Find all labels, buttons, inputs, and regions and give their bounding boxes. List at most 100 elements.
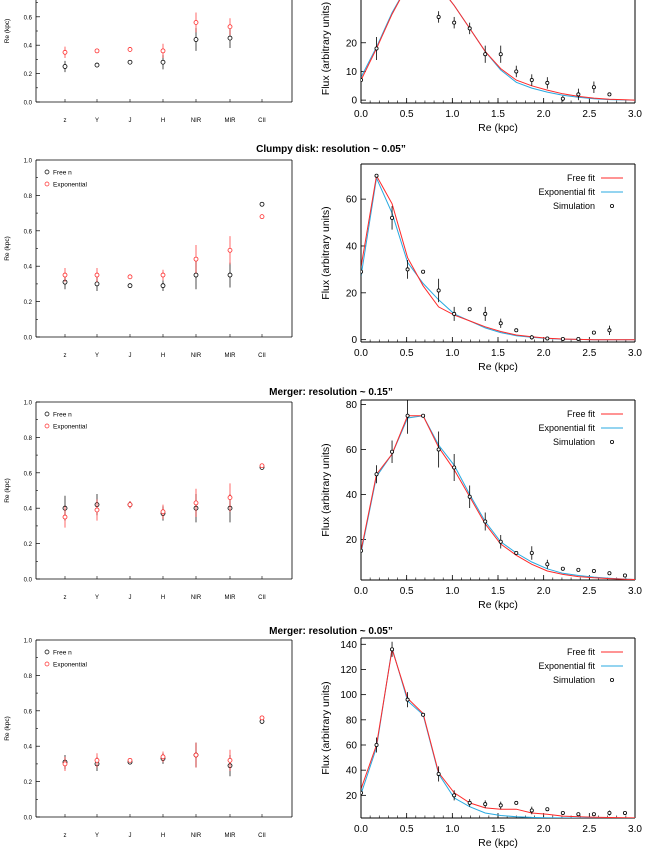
x-tick-label: J [129, 118, 132, 124]
x-tick-label: NIR [191, 353, 202, 359]
simulation-point [591, 569, 596, 574]
legend-label-simulation: Simulation [553, 675, 595, 685]
y-tick-label: 0.6 [24, 709, 33, 715]
re-panel-2: 0.0 0.2 0.4 0.6 0.8 1.0 Re (kpc) z Y J H NIR MIR CII F… [4, 159, 293, 359]
x-tick-label: CII [258, 595, 266, 601]
simulation-point [436, 771, 441, 776]
point-free [160, 59, 166, 65]
x-tick-label: Y [95, 353, 99, 359]
x-tick-label: Y [95, 595, 99, 601]
x-tick-label: z [64, 595, 67, 601]
point-exponential [259, 715, 265, 721]
y-axis-label: Re (kpc) [4, 236, 11, 261]
simulation-point [607, 92, 612, 97]
y-tick-label: 40 [346, 241, 358, 252]
x-tick-label: 0.5 [400, 109, 414, 120]
x-tick-label: 2.0 [537, 109, 551, 120]
simulation-point [390, 215, 395, 220]
point-exponential [193, 20, 199, 25]
x-tick-label: MIR [225, 595, 237, 601]
simulation-point [622, 573, 627, 578]
simulation-point [498, 803, 503, 808]
y-tick-label: 20 [346, 791, 358, 802]
x-tick-label: z [64, 353, 67, 359]
x-tick-label: CII [258, 833, 266, 839]
simulation-point [374, 472, 379, 477]
x-tick-label: z [64, 833, 67, 839]
y-tick-label: 0.0 [24, 336, 33, 342]
legend-label-free: Free n [53, 170, 72, 177]
y-tick-label: 1.0 [24, 159, 33, 165]
point-exponential [94, 507, 100, 513]
simulation-point [436, 447, 441, 452]
legend-marker-exponential [44, 661, 50, 667]
panel-title-1: Clumpy disk: resolution ~ 0.05” [256, 144, 406, 155]
simulation-point [452, 311, 457, 316]
legend-label-free-fit: Free fit [567, 647, 596, 657]
y-axis-label: Flux (arbitrary units) [320, 443, 332, 536]
x-tick-label: 1.5 [491, 586, 505, 597]
y-tick-label: 0.2 [24, 72, 33, 78]
x-tick-label: 2.5 [582, 586, 596, 597]
free-fit-line [361, 0, 635, 101]
point-exponential [160, 509, 166, 515]
point-free [127, 59, 133, 65]
simulation-point [483, 802, 488, 807]
simulation-point [467, 494, 472, 499]
simulation-point [545, 562, 550, 567]
x-tick-label: 2.0 [537, 348, 551, 359]
simulation-point [421, 712, 426, 717]
y-tick-label: 1.0 [24, 401, 33, 407]
point-exponential [127, 47, 133, 52]
simulation-point [361, 269, 363, 274]
y-tick-label: 0.8 [24, 436, 33, 442]
simulation-point [591, 85, 596, 90]
simulation-point [452, 793, 457, 798]
y-tick-label: 10 [346, 67, 358, 78]
x-tick-label: MIR [225, 353, 237, 359]
simulation-point [452, 465, 457, 470]
x-tick-label: J [129, 595, 132, 601]
legend-marker-free [44, 649, 50, 655]
x-tick-label: 3.0 [628, 824, 642, 835]
simulation-point [498, 539, 503, 544]
simulation-point [405, 413, 410, 418]
y-tick-label: 40 [346, 766, 358, 777]
x-tick-label: 0.5 [400, 824, 414, 835]
simulation-point [361, 790, 363, 795]
x-tick-label: 2.5 [582, 109, 596, 120]
y-tick-label: 140 [340, 640, 357, 651]
y-tick-label: 0.6 [24, 15, 33, 21]
simulation-point [545, 80, 550, 85]
legend-label-exponential: Exponential [53, 182, 88, 189]
simulation-point [529, 551, 534, 556]
x-tick-label: NIR [191, 595, 202, 601]
y-tick-label: 0.2 [24, 780, 33, 786]
y-tick-label: 0.2 [24, 542, 33, 548]
legend-label-free-fit: Free fit [567, 409, 596, 419]
simulation-point [560, 96, 565, 101]
y-tick-label: 0.4 [24, 265, 33, 271]
simulation-point [436, 14, 441, 19]
simulation-point [467, 800, 472, 805]
simulation-point [514, 69, 519, 74]
x-tick-label: 1.5 [491, 109, 505, 120]
y-tick-label: 100 [340, 690, 357, 701]
x-tick-label: CII [258, 353, 266, 359]
x-tick-label: 0.5 [400, 348, 414, 359]
plots-group: 0.00.20.40.60.8Re (kpc)zYJHNIRMIRCII0.00… [4, 0, 642, 849]
x-tick-label: 0.5 [400, 586, 414, 597]
simulation-point [576, 567, 581, 572]
y-tick-label: 0.4 [24, 745, 33, 751]
x-tick-label: 2.0 [537, 586, 551, 597]
x-tick-label: 1.0 [445, 586, 459, 597]
x-tick-label: J [129, 833, 132, 839]
x-axis-label: Re (kpc) [478, 122, 518, 134]
y-axis-label: Flux (arbitrary units) [320, 2, 332, 95]
simulation-point [361, 78, 363, 83]
simulation-point [545, 807, 550, 812]
simulation-point [390, 449, 395, 454]
point-exponential [94, 272, 100, 278]
point-exponential [227, 247, 233, 253]
simulation-point [374, 173, 379, 178]
